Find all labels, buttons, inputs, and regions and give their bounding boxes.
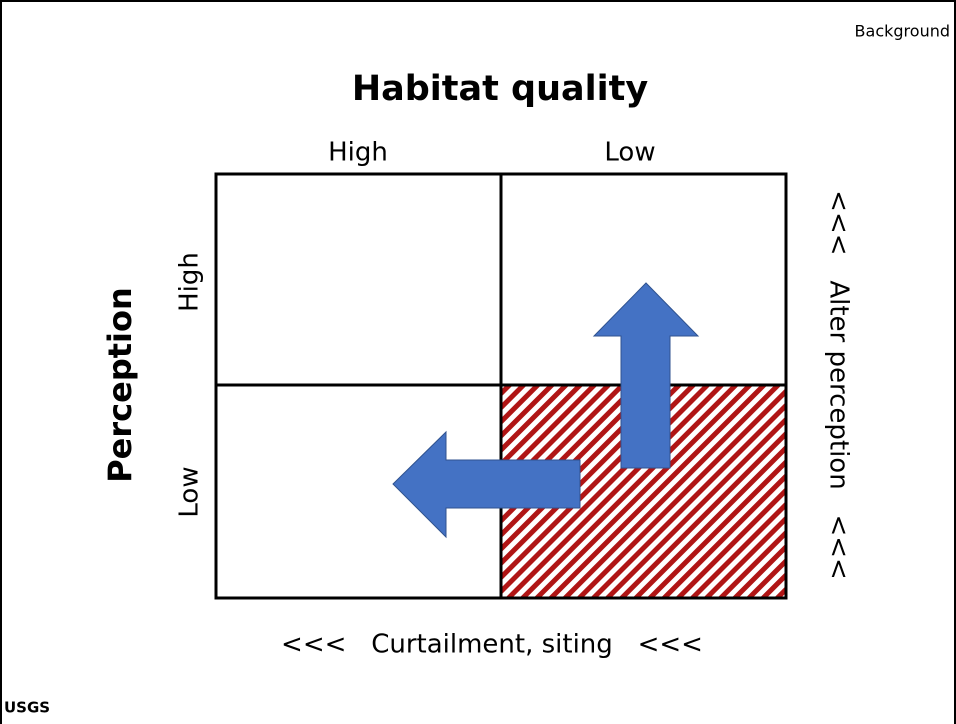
section-label: Background <box>855 22 950 41</box>
arrow-up <box>592 282 700 469</box>
row-label: High <box>175 252 205 312</box>
grid <box>214 172 788 600</box>
title: Habitat quality <box>352 69 649 109</box>
bottom-label: <<< Curtailment, siting <<< <box>281 630 703 660</box>
arrow-left <box>392 430 581 539</box>
logo: USGS <box>4 699 50 717</box>
column-label: High <box>328 138 388 168</box>
right-label: <<< Alter perception <<< <box>824 190 854 580</box>
row-axis-title: Perception <box>101 287 139 483</box>
column-label: Low <box>604 138 655 168</box>
row-label: Low <box>175 466 205 517</box>
